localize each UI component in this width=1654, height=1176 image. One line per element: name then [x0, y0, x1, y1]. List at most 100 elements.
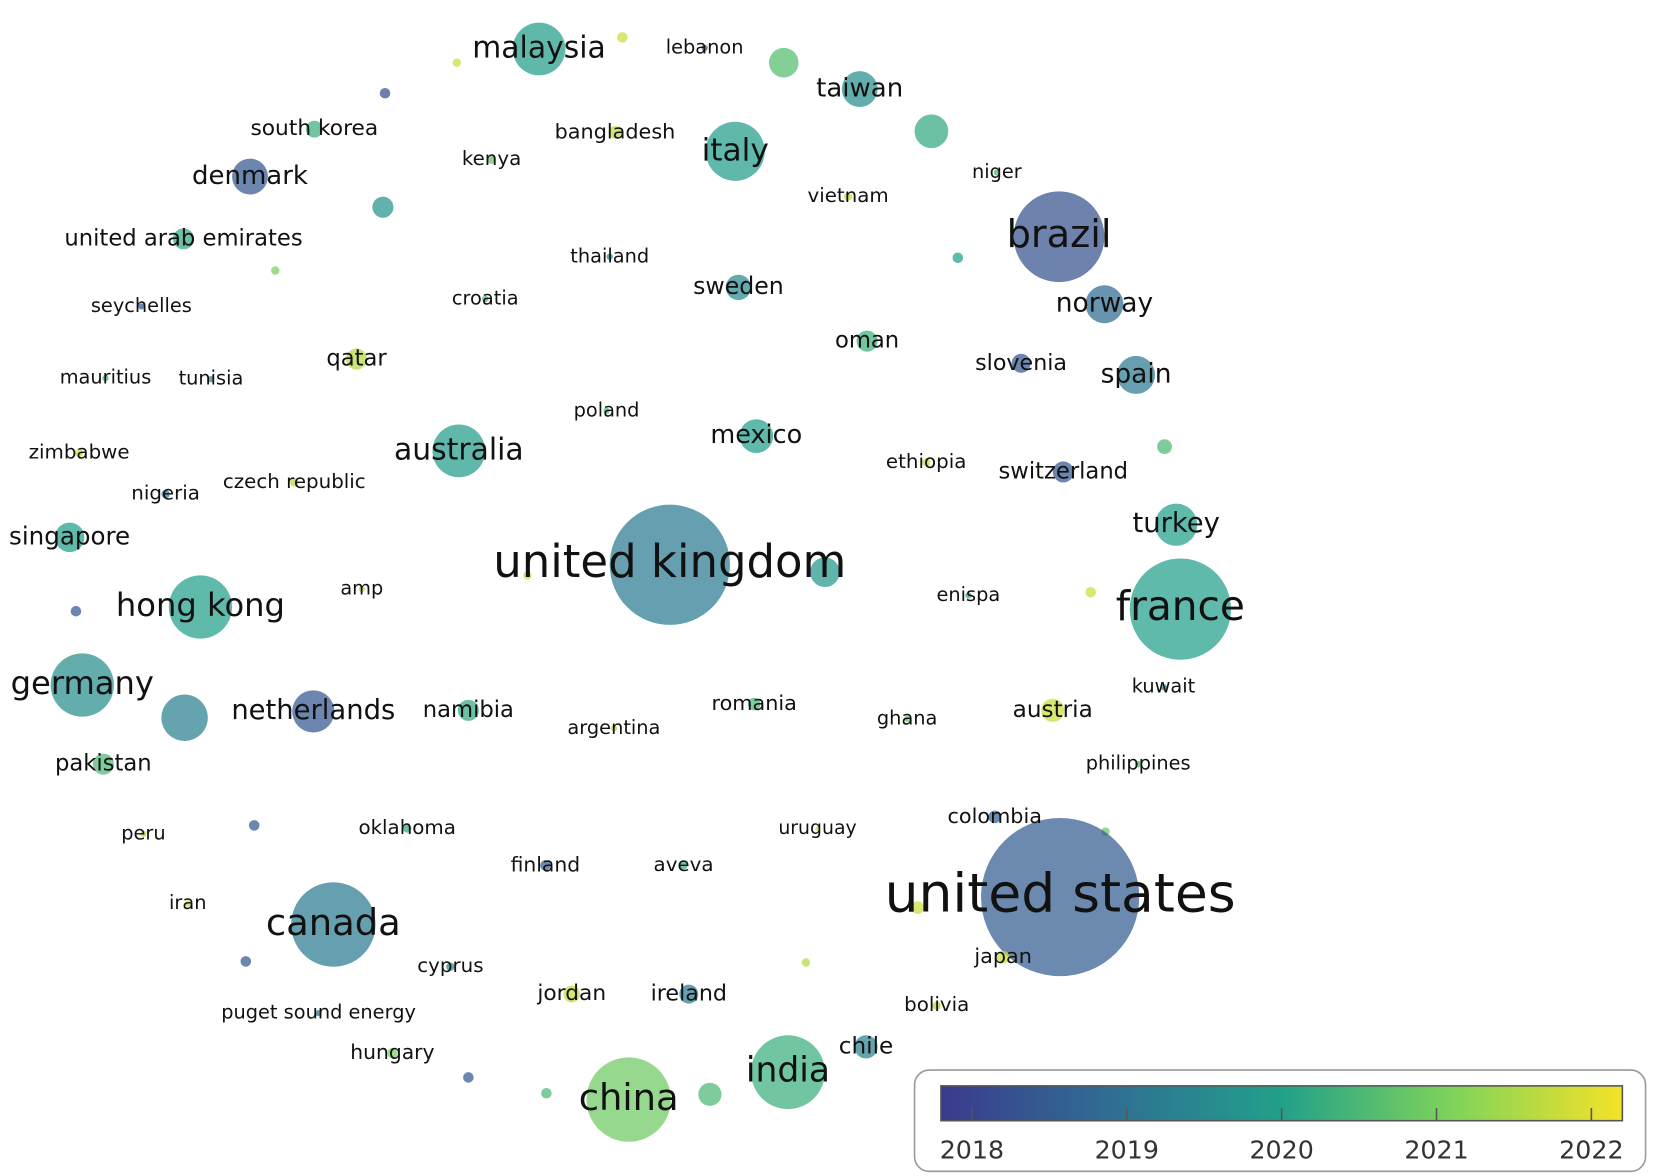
- node-label: romania: [712, 691, 797, 715]
- bubble: [290, 478, 299, 487]
- node-label: puget sound energy: [221, 1001, 416, 1024]
- node-label: netherlands: [231, 695, 395, 726]
- node-label: india: [746, 1051, 830, 1091]
- node-label: tunisia: [179, 367, 244, 390]
- node-label: nigeria: [131, 482, 200, 505]
- node-label: seychelles: [91, 294, 192, 317]
- bubble: [988, 810, 1002, 824]
- node-label: ghana: [877, 706, 938, 729]
- node-label: mexico: [710, 420, 802, 450]
- bubble: [725, 274, 752, 301]
- colorbar-tick-label: 2022: [1559, 1135, 1623, 1164]
- node-label: united kingdom: [493, 535, 846, 588]
- bubble: [981, 817, 1140, 977]
- node-label: switzerland: [998, 458, 1128, 484]
- node-label: namibia: [423, 697, 514, 723]
- bubble: [854, 1035, 878, 1059]
- colorbar-tick-label: 2019: [1095, 1135, 1159, 1164]
- node-label: france: [1116, 582, 1245, 630]
- colorbar-tick-label: 2021: [1404, 1135, 1468, 1164]
- node-label: hong kong: [116, 586, 285, 624]
- node-label: qatar: [326, 346, 387, 372]
- bubble: [523, 571, 532, 580]
- node-label: spain: [1101, 358, 1172, 389]
- bubble: [452, 58, 461, 67]
- node-label: malaysia: [472, 30, 605, 65]
- bubble: [1157, 439, 1172, 455]
- node-label: brazil: [1007, 212, 1112, 257]
- bubble: [540, 860, 551, 871]
- bubble: [617, 32, 628, 43]
- bubble: [372, 196, 394, 218]
- bubble: [856, 330, 878, 352]
- bubble: [291, 882, 376, 967]
- bubble: [747, 697, 761, 711]
- bubble: [92, 753, 114, 775]
- node-label: south korea: [250, 116, 378, 141]
- bubble: [232, 158, 268, 195]
- bubble: [463, 1072, 474, 1083]
- bubble: [432, 424, 486, 478]
- bubble: [74, 448, 84, 458]
- bubble: [603, 407, 610, 414]
- bubble: [541, 1087, 552, 1099]
- node-label: zimbabwe: [29, 440, 130, 463]
- bubble: [739, 419, 774, 453]
- node-label: uruguay: [778, 817, 856, 839]
- node-label: japan: [973, 944, 1032, 968]
- bubble: [457, 699, 479, 721]
- bubble: [1135, 760, 1142, 768]
- bubble: [606, 253, 613, 260]
- node-label: finland: [511, 852, 580, 876]
- bubble: [379, 88, 391, 99]
- bubble: [679, 861, 688, 870]
- bubble: [608, 125, 622, 139]
- bubble: [50, 653, 114, 717]
- colorbar-tick-label: 2020: [1249, 1135, 1313, 1164]
- bubble: [801, 958, 811, 967]
- node-label: peru: [121, 821, 165, 844]
- bubble: [1155, 503, 1198, 546]
- node-label: china: [579, 1076, 679, 1119]
- node-label: oklahoma: [358, 816, 455, 839]
- bubble: [1052, 461, 1074, 483]
- node-label: lebanon: [666, 35, 744, 58]
- bubble: [1085, 586, 1096, 598]
- bubble: [207, 375, 215, 383]
- bubble: [446, 962, 455, 971]
- node-label: hungary: [350, 1040, 434, 1064]
- bubble: [1129, 558, 1232, 660]
- node-label: united states: [885, 862, 1236, 925]
- bubble: [248, 820, 260, 831]
- bubble: [679, 984, 699, 1004]
- node-label: kuwait: [1132, 675, 1196, 698]
- node-label: cyprus: [417, 954, 483, 977]
- bubble: [138, 303, 145, 310]
- bubble: [1160, 683, 1167, 691]
- bubble: [140, 830, 147, 837]
- node-label: bangladesh: [555, 119, 676, 143]
- bubble: [387, 1047, 398, 1059]
- node-label: austria: [1013, 697, 1093, 723]
- node-label: enispa: [936, 583, 1000, 606]
- node-label: taiwan: [816, 74, 903, 104]
- node-label: slovenia: [975, 350, 1067, 376]
- bubble: [810, 557, 840, 587]
- bubble: [843, 192, 853, 201]
- bubble: [701, 44, 708, 52]
- node-label: thailand: [570, 244, 649, 267]
- bubble: [487, 155, 496, 164]
- node-label: canada: [266, 901, 401, 944]
- bubble: [610, 725, 618, 732]
- bubble: [102, 374, 109, 382]
- bubble: [315, 1009, 322, 1017]
- node-label: germany: [11, 664, 154, 702]
- bubble: [921, 458, 931, 467]
- bubble: [841, 71, 878, 107]
- bubble: [54, 522, 85, 553]
- node-label: kenya: [462, 147, 521, 170]
- bubble: [184, 900, 191, 907]
- node-label: ethiopia: [886, 450, 966, 473]
